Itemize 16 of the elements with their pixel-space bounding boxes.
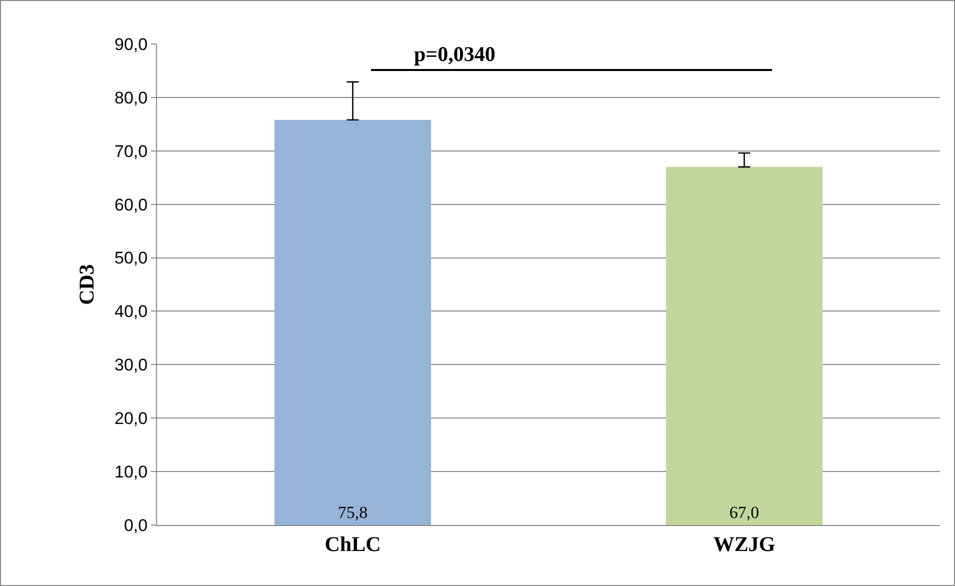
y-tick-label: 20,0	[114, 409, 148, 428]
x-tick-label: ChLC	[324, 532, 381, 556]
y-axis-title: CD3	[74, 264, 99, 305]
y-tick-label: 40,0	[114, 302, 148, 322]
data-label: 67,0	[729, 503, 760, 522]
y-tick-label: 80,0	[114, 88, 148, 108]
y-tick-label: 30,0	[114, 356, 148, 375]
annotation: p=0,0340	[414, 42, 496, 66]
y-tick-label: 10,0	[114, 462, 148, 482]
y-tick-label: 0,0	[124, 516, 148, 535]
y-tick-label: 90,0	[114, 34, 148, 54]
data-label: 75,8	[338, 503, 368, 522]
y-tick-label: 60,0	[114, 195, 148, 214]
x-tick-label: WZJG	[713, 532, 776, 556]
y-tick-label: 50,0	[114, 248, 148, 268]
y-tick-label: 70,0	[114, 142, 148, 161]
